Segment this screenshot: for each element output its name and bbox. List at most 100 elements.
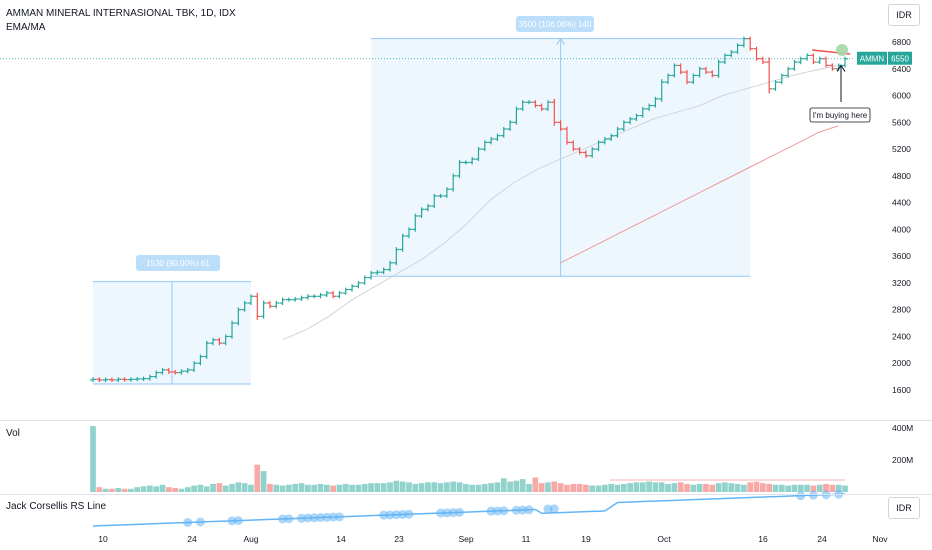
- volume-bar: [203, 486, 210, 492]
- volume-bar: [778, 484, 785, 492]
- volume-bar: [393, 480, 400, 492]
- volume-bar: [690, 484, 697, 492]
- volume-bar: [741, 484, 747, 492]
- volume-bar: [753, 481, 760, 492]
- volume-bar: [399, 481, 406, 492]
- y-tick-label: 6400: [892, 64, 911, 74]
- rs-marker: [518, 505, 528, 515]
- volume-bar: [437, 483, 444, 492]
- rs-marker: [183, 517, 193, 527]
- rs-marker: [511, 505, 521, 515]
- y-tick-label: 3600: [892, 251, 911, 261]
- volume-bar: [797, 484, 804, 492]
- volume-bar: [766, 483, 773, 492]
- rs-marker: [297, 513, 307, 523]
- volume-bar: [614, 484, 621, 492]
- volume-bar: [835, 484, 842, 492]
- volume-tick-label: 400M: [892, 423, 913, 433]
- y-tick-label: 6800: [892, 37, 911, 47]
- x-tick-label: 24: [187, 534, 197, 544]
- volume-bar: [425, 482, 431, 492]
- volume-bar: [361, 483, 368, 492]
- volume-bar: [406, 482, 412, 492]
- x-tick-label: Oct: [657, 534, 671, 544]
- ema-line: [282, 64, 839, 341]
- measure-label: 3500 (106.06%) 140: [519, 20, 592, 29]
- price-label-value-bg: [888, 51, 912, 65]
- volume-bar: [273, 484, 280, 492]
- volume-bar: [298, 483, 305, 492]
- rs-marker: [195, 517, 205, 527]
- volume-bar: [532, 477, 539, 492]
- volume-bar: [248, 484, 254, 492]
- volume-bar: [96, 487, 103, 492]
- volume-bar: [134, 487, 141, 492]
- volume-bar: [311, 484, 318, 492]
- volume-bar: [728, 483, 735, 492]
- y-tick-label: 4400: [892, 198, 911, 208]
- volume-bar: [102, 488, 109, 492]
- volume-bar: [165, 487, 172, 492]
- volume-bar: [526, 483, 532, 492]
- note-text: I'm buying here: [813, 111, 868, 120]
- volume-bar: [785, 485, 791, 492]
- rs-marker: [227, 516, 237, 526]
- y-tick-label: 2000: [892, 358, 911, 368]
- rs-marker: [233, 516, 243, 526]
- rs-marker: [499, 506, 509, 516]
- volume-bar: [589, 485, 596, 492]
- rs-marker: [391, 510, 401, 520]
- rs-currency-button[interactable]: IDR: [888, 497, 920, 519]
- note-box: [809, 107, 871, 123]
- volume-bar: [387, 482, 393, 492]
- rs-marker: [398, 509, 408, 519]
- volume-bar: [627, 483, 633, 492]
- measure-arrow-head: [556, 37, 566, 45]
- x-tick-label: Aug: [243, 534, 258, 544]
- volume-bar: [323, 484, 330, 492]
- volume-bar: [336, 484, 343, 492]
- volume-bar: [538, 483, 545, 492]
- volume-bar: [545, 482, 551, 492]
- x-tick-label: 16: [758, 534, 768, 544]
- rs-marker: [808, 490, 818, 500]
- volume-bar: [747, 482, 754, 492]
- volume-bar: [172, 487, 178, 492]
- pane-divider[interactable]: [0, 420, 932, 421]
- rs-marker: [284, 514, 294, 524]
- y-tick-label: 5600: [892, 117, 911, 127]
- volume-bar: [500, 478, 507, 492]
- volume-bar: [260, 471, 267, 492]
- volume-bar: [380, 483, 387, 492]
- rs-marker: [385, 510, 395, 520]
- volume-bar: [216, 483, 223, 492]
- volume-tick-label: 200M: [892, 455, 913, 465]
- rs-marker: [448, 508, 458, 518]
- currency-button[interactable]: IDR: [888, 4, 920, 26]
- volume-bar: [368, 483, 374, 492]
- volume-bar: [665, 483, 671, 492]
- volume-bar: [551, 481, 558, 492]
- x-tick-label: 10: [98, 534, 108, 544]
- volume-bar: [804, 484, 810, 492]
- y-tick-label: 6000: [892, 91, 911, 101]
- volume-bar: [722, 482, 728, 492]
- volume-bar: [450, 481, 457, 492]
- indicator-label[interactable]: EMA/MA: [6, 22, 46, 33]
- y-tick-label: 2800: [892, 305, 911, 315]
- rs-marker: [455, 507, 465, 517]
- price-label-symbol: AMMN: [860, 55, 885, 64]
- volume-bar: [115, 487, 122, 492]
- volume-bar: [469, 484, 476, 492]
- volume-bar: [677, 482, 684, 492]
- y-tick-label: 4000: [892, 224, 911, 234]
- rs-marker: [334, 512, 344, 522]
- volume-bar: [709, 484, 716, 492]
- volume-bar: [671, 483, 678, 492]
- rs-marker: [524, 505, 534, 515]
- volume-bar: [475, 484, 482, 492]
- pane-divider[interactable]: [0, 494, 932, 495]
- x-tick-label: 11: [522, 534, 531, 544]
- volume-bar: [816, 484, 823, 492]
